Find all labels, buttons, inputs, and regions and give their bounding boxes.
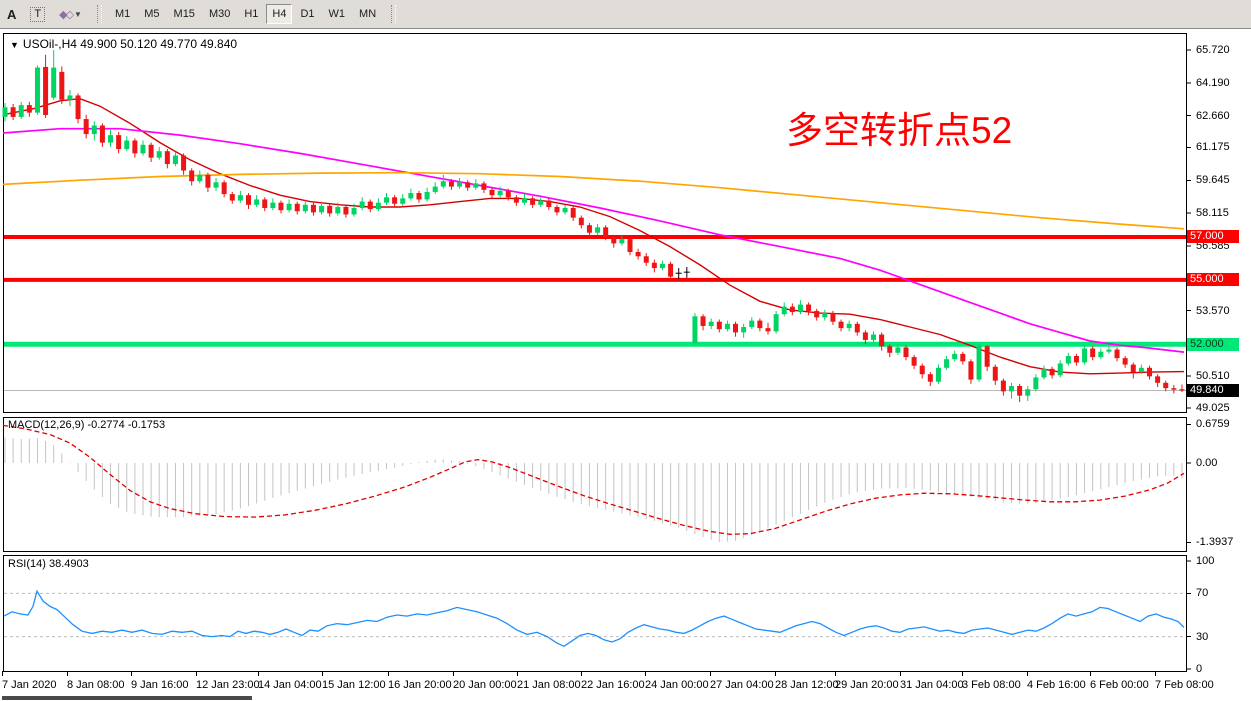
timeframe-button-group: M1 M5 M15 M30 H1 H4 D1 W1 MN	[108, 4, 383, 24]
macd-indicator-label: MACD(12,26,9) -0.2774 -0.1753	[8, 419, 166, 431]
shapes-icon: ◆◇	[59, 8, 74, 21]
timeframe-button-W1[interactable]: W1	[328, 8, 346, 20]
symbol-title-text: USOil-,H4 49.900 50.120 49.770 49.840	[22, 37, 238, 51]
shapes-dropdown-button[interactable]: ◆◇ ▼	[53, 4, 88, 24]
timeframe-button-M30[interactable]: M30	[208, 8, 231, 20]
text-tool-button[interactable]: T	[24, 4, 51, 24]
macd-histogram	[4, 437, 1183, 543]
arrow-tool-label: A	[7, 6, 17, 22]
chart-canvas[interactable]	[0, 31, 1251, 701]
timeframe-button-D1[interactable]: D1	[300, 8, 315, 20]
timeframe-button-H4[interactable]: H4	[266, 4, 293, 24]
timeframe-button-M15[interactable]: M15	[173, 8, 195, 20]
collapse-arrow-icon[interactable]: ▼	[10, 40, 19, 50]
bottom-left-dark-strip	[2, 696, 252, 700]
annotation-text: 多空转折点52	[786, 110, 1013, 151]
scale-ticks	[1186, 49, 1191, 670]
symbol-title: ▼ USOil-,H4 49.900 50.120 49.770 49.840	[10, 37, 237, 51]
text-tool-icon: T	[30, 6, 46, 22]
candles-layer	[2, 50, 1185, 403]
toolbar-gripper-2	[391, 5, 397, 23]
pane-borders	[3, 33, 1187, 672]
rsi-line	[3, 589, 1185, 648]
timeframe-button-M5[interactable]: M5	[144, 8, 160, 20]
toolbar: A T ◆◇ ▼ M1 M5 M15 M30 H1 H4 D1 W1 MN	[0, 0, 1251, 29]
macd-signal-line	[2, 424, 1185, 535]
rsi-indicator-label: RSI(14) 38.4903	[8, 558, 89, 570]
rsi-level-lines	[4, 592, 1186, 638]
timeframe-button-H1[interactable]: H1	[244, 8, 259, 20]
time-axis-ticks	[2, 671, 1156, 676]
timeframe-button-MN[interactable]: MN	[359, 8, 377, 20]
timeframe-button-M1[interactable]: M1	[114, 8, 131, 20]
chevron-down-icon: ▼	[74, 9, 82, 19]
ma-slow-orange-line	[2, 171, 1185, 230]
toolbar-gripper	[96, 5, 102, 23]
horizontal-level-lines	[4, 234, 1186, 347]
arrow-tool-button[interactable]: A	[1, 4, 22, 24]
ma-mid-magenta-line	[2, 127, 1185, 353]
